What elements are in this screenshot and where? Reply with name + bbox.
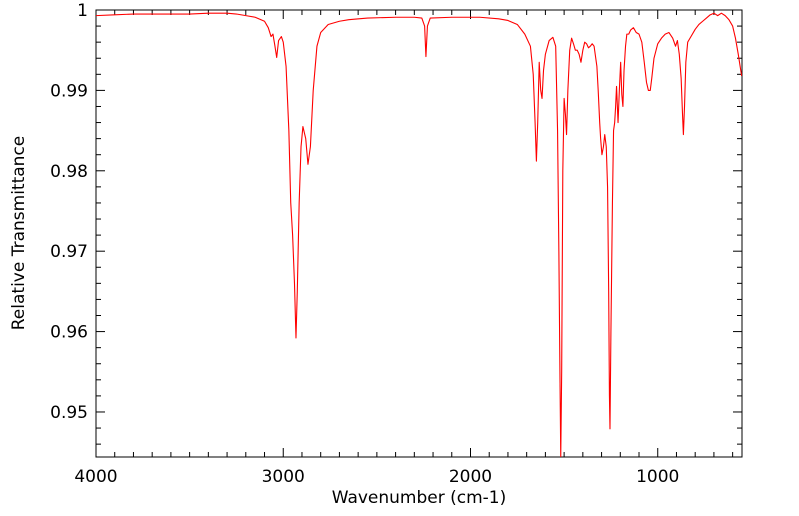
ticks-layer: 4000 3000 2000 1000 1 0.99 0.98 0.97 0.96 0.95 bbox=[50, 1, 742, 487]
y-axis-title: Relative Transmittance bbox=[9, 136, 29, 331]
x-axis-title: Wavenumber (cm-1) bbox=[332, 488, 507, 508]
y-tick-label: 0.99 bbox=[50, 81, 88, 101]
y-tick-label: 0.97 bbox=[50, 242, 88, 262]
plot-frame bbox=[95, 9, 743, 458]
x-tick-label: 1000 bbox=[636, 467, 679, 487]
series-layer bbox=[96, 12, 742, 457]
y-tick-label: 0.98 bbox=[50, 162, 88, 182]
x-tick-label: 4000 bbox=[74, 467, 117, 487]
y-tick-label: 0.96 bbox=[50, 323, 88, 343]
x-tick-label: 2000 bbox=[449, 467, 492, 487]
spectrum-line bbox=[96, 12, 742, 457]
y-tick-label: 0.95 bbox=[50, 403, 88, 423]
x-tick-label: 3000 bbox=[262, 467, 305, 487]
y-tick-label: 1 bbox=[77, 1, 88, 21]
